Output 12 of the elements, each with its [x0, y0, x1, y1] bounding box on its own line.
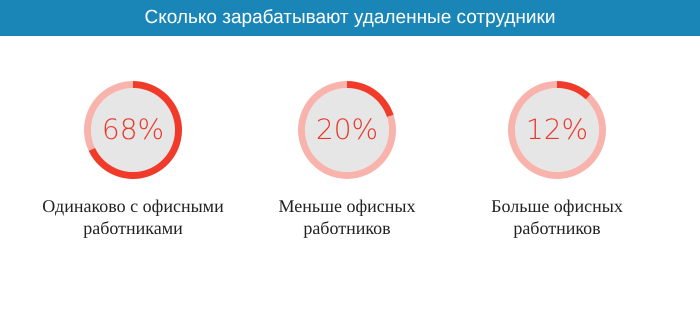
donut-slice: [557, 81, 591, 100]
text: Сколько зарабатывают удаленные сотрудники: [0, 0, 700, 36]
text: Одинаково с офисными работниками: [41, 195, 225, 239]
data-label: 68%: [100, 113, 166, 146]
donut-slice: [88, 81, 182, 179]
donut-slice: [298, 81, 396, 179]
text: Больше офисных работников: [490, 195, 624, 239]
data-label: 12%: [524, 113, 590, 146]
donut-slice: [508, 81, 606, 179]
data-label: 20%: [314, 113, 380, 146]
text: Меньше офисных работников: [278, 195, 416, 239]
donut-slice: [347, 81, 394, 118]
